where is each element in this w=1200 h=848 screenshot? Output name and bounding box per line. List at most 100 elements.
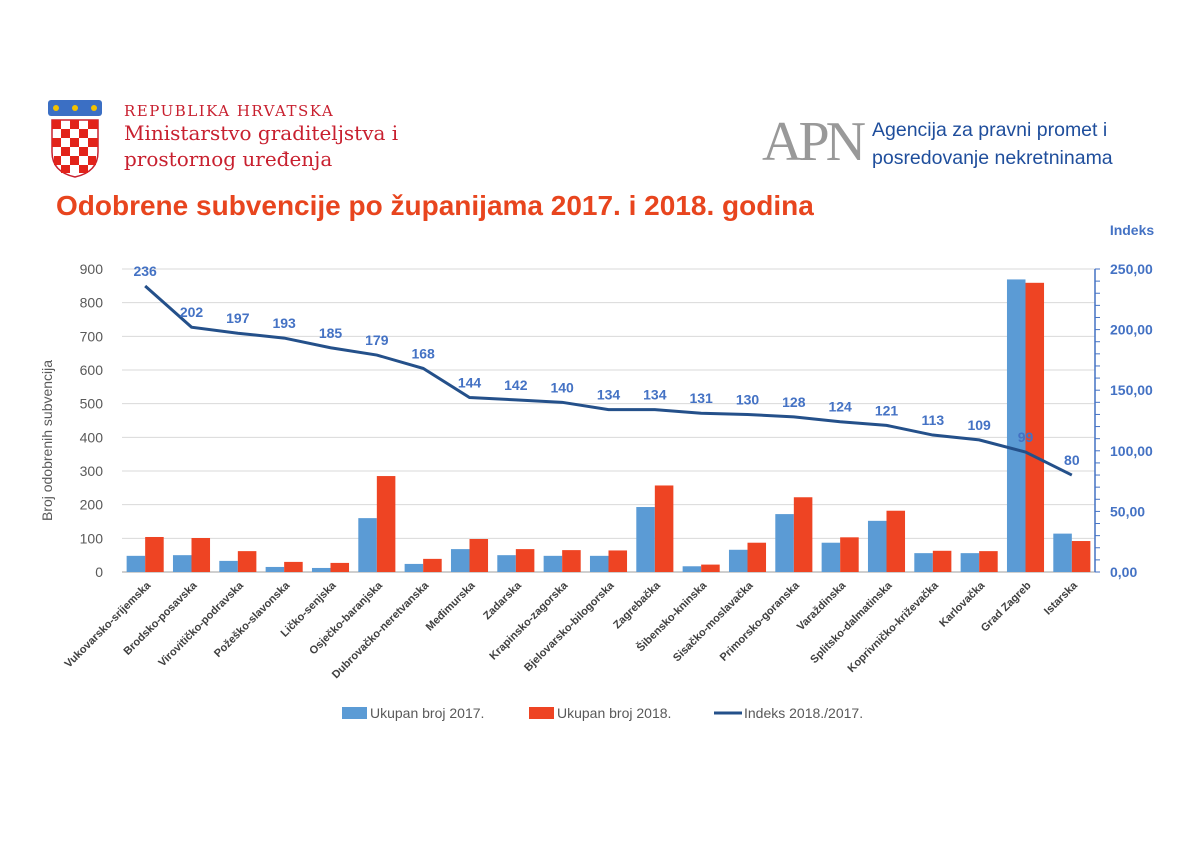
agency-logo: APN: [762, 111, 866, 173]
bar-2017: [172, 555, 192, 572]
y2-tick-label: 50,00: [1110, 503, 1145, 519]
bar-2018: [237, 551, 257, 572]
index-data-label: 179: [365, 332, 389, 348]
legend-label: Ukupan broj 2017.: [370, 705, 484, 721]
bar-2018: [1071, 541, 1091, 572]
index-data-label: 168: [411, 345, 435, 361]
bar-2017: [960, 553, 980, 572]
bar-2017: [265, 566, 285, 572]
index-line: [144, 284, 1073, 477]
bar-2017: [589, 555, 609, 572]
y2-axis-label: Indeks: [1110, 222, 1155, 238]
y2-tick-label: 100,00: [1110, 443, 1153, 459]
bar-2017: [219, 560, 238, 572]
bar-2018: [701, 564, 720, 572]
x-tick-label: Primorsko-goranska: [718, 579, 803, 664]
bar-2018: [376, 476, 396, 572]
legend-swatch: [529, 707, 554, 719]
x-tick-label: Dubrovačko-neretvanska: [330, 579, 432, 681]
x-tick-label: Krapinsko-zagorska: [487, 579, 570, 662]
index-data-label: 130: [736, 391, 760, 407]
bar-2018: [469, 539, 489, 572]
ministry-line2: Ministarstvo graditeljstva i: [124, 121, 399, 145]
index-data-label: 131: [689, 390, 713, 406]
legend-label: Indeks 2018./2017.: [744, 705, 863, 721]
y2-tick-label: 150,00: [1110, 382, 1153, 398]
bar-2018: [654, 485, 674, 572]
bar-2018: [515, 549, 535, 572]
y-tick-label: 600: [80, 362, 104, 378]
x-tick-label: Splitsko-dalmatinska: [808, 579, 895, 666]
y-tick-label: 200: [80, 497, 104, 513]
x-tick-label: Sisačko-moslavačka: [671, 579, 756, 664]
index-data-label: 185: [319, 325, 343, 341]
y-tick-label: 900: [80, 261, 104, 277]
bar-2017: [682, 566, 702, 572]
index-data-label: 140: [550, 379, 574, 395]
bar-2018: [608, 550, 628, 572]
bar-2017: [821, 542, 841, 572]
bar-2017: [1006, 279, 1026, 572]
y-tick-label: 400: [80, 429, 104, 445]
agency-line2: posredovanje nekretninama: [872, 147, 1113, 169]
index-data-label: 124: [828, 399, 852, 415]
bar-2017: [497, 555, 516, 572]
index-data-label: 144: [458, 374, 482, 390]
index-data-label: 142: [504, 377, 528, 393]
bar-2018: [932, 550, 952, 572]
bar-2018: [886, 510, 906, 572]
index-data-label: 197: [226, 310, 250, 326]
y-tick-label: 500: [80, 396, 104, 412]
bar-2018: [747, 542, 767, 572]
y2-tick-label: 200,00: [1110, 322, 1153, 338]
bar-2018: [284, 561, 303, 572]
x-tick-label: Grad Zagreb: [979, 579, 1034, 634]
bar-2018: [979, 551, 998, 572]
index-data-label: 121: [875, 402, 899, 418]
index-data-label: 236: [133, 263, 157, 279]
x-tick-label: Koprivničko-križevačka: [846, 579, 942, 675]
x-tick-label: Karlovačka: [937, 579, 988, 630]
legend-swatch: [342, 707, 367, 719]
legend-label: Ukupan broj 2018.: [557, 705, 671, 721]
bar-2017: [1053, 533, 1072, 572]
bar-2018: [423, 558, 442, 572]
x-tick-label: Vukovarsko-srijemska: [63, 579, 154, 670]
bar-2018: [1025, 282, 1045, 572]
bar-2017: [775, 514, 794, 572]
agency-name: Agencija za pravni promet i posredovanje…: [872, 116, 1113, 172]
bar-2017: [914, 553, 933, 572]
bar-2017: [867, 520, 887, 572]
y-tick-label: 700: [80, 328, 104, 344]
bar-2017: [126, 555, 146, 572]
bar-2017: [450, 549, 470, 572]
bar-2018: [145, 536, 164, 572]
chart-title: Odobrene subvencije po županijama 2017. …: [56, 190, 814, 221]
index-data-label: 109: [967, 417, 991, 433]
bar-2018: [330, 562, 350, 572]
y2-tick-label: 250,00: [1110, 261, 1153, 277]
index-data-label: 193: [272, 315, 296, 331]
index-data-label: 80: [1064, 452, 1080, 468]
bar-2017: [543, 555, 563, 572]
bar-2017: [636, 507, 655, 572]
x-tick-label: Bjelovarsko-bilogorska: [522, 579, 617, 674]
bar-2018: [840, 537, 859, 572]
x-tick-label: Istarska: [1042, 579, 1081, 618]
y-tick-label: 0: [95, 564, 103, 580]
index-data-label: 134: [643, 387, 667, 403]
index-data-label: 99: [1018, 429, 1034, 445]
y-tick-label: 100: [80, 530, 104, 546]
bar-2017: [311, 567, 331, 572]
index-data-label: 113: [922, 412, 945, 428]
bar-2017: [404, 563, 424, 572]
index-data-label: 134: [597, 387, 621, 403]
index-data-label: 202: [180, 304, 204, 320]
y-tick-label: 300: [80, 463, 104, 479]
x-tick-label: Požeško-slavonska: [212, 579, 293, 660]
crest-icon: [48, 100, 102, 178]
agency-line1: Agencija za pravni promet i: [872, 119, 1108, 141]
bar-2018: [191, 537, 211, 572]
ministry-name: REPUBLIKA HRVATSKA Ministarstvo graditel…: [124, 102, 398, 172]
